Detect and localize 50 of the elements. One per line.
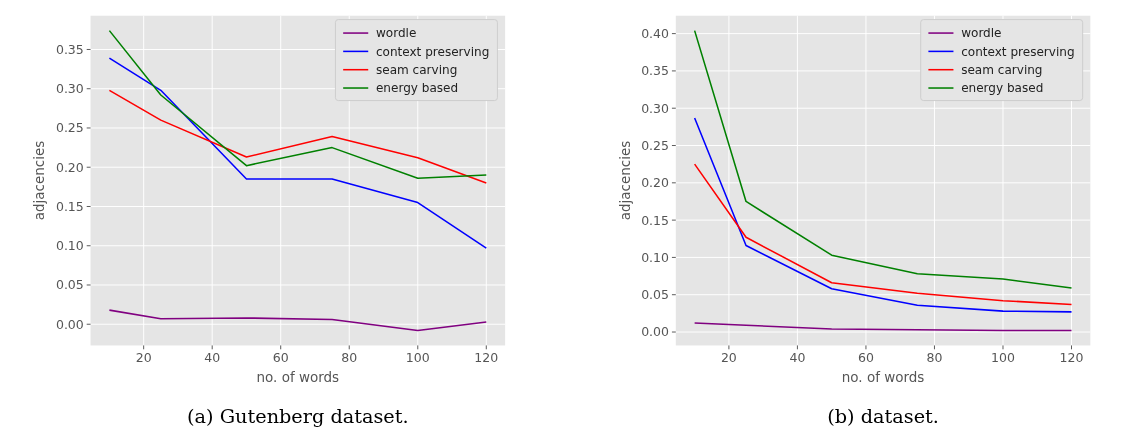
text: (a) Gutenberg dataset. [187,404,409,428]
x-tick-label: 120 [1059,349,1084,365]
legend-label: wordle [375,26,417,41]
legend-label: context preserving [375,44,490,59]
x-tick-label: 100 [405,349,430,365]
legend-label: energy based [375,81,459,96]
y-tick-label: 0.40 [641,26,670,41]
legend-label: context preserving [961,44,1075,59]
y-tick-label: 0.20 [641,175,670,191]
x-tick-label: 100 [991,349,1015,365]
y-tick-label: 0.10 [641,249,670,265]
x-tick-label: 80 [341,349,358,365]
legend-label: wordle [961,26,1002,41]
line-series [108,309,488,332]
x-tick-label: 80 [926,349,943,365]
y-axis-title: adjacencies [616,140,633,221]
y-tick-label: 0.30 [641,100,670,116]
y-tick-label: 0.00 [55,316,84,332]
y-tick-label: 0.10 [55,238,84,254]
x-tick-label: 120 [474,349,499,365]
x-tick-label: 60 [857,349,874,365]
x-tick-label: 20 [135,349,152,365]
y-tick-label: 0.05 [55,277,84,293]
line-series [108,29,488,179]
x-tick-label: 20 [720,349,737,365]
line-series [108,57,488,249]
y-tick-label: 0.35 [641,63,670,79]
legend-label: seam carving [375,62,458,77]
y-tick-label: 0.15 [55,198,84,214]
y-tick-label: 0.25 [55,120,84,136]
text: (b) dataset. [827,404,939,428]
x-tick-label: 60 [272,349,289,365]
x-tick-label: 40 [204,349,221,365]
legend-label: energy based [961,81,1044,96]
y-tick-label: 0.15 [641,212,670,228]
line-series [693,117,1073,313]
x-axis-title: no. of words [256,369,340,386]
y-tick-label: 0.20 [55,159,84,175]
legend-label: seam carving [961,62,1043,77]
line-series [693,163,1073,306]
y-tick-label: 0.25 [641,137,670,153]
y-tick-label: 0.30 [55,81,84,97]
x-axis-title: no. of words [841,369,925,386]
y-tick-label: 0.00 [641,324,670,340]
x-tick-label: 40 [789,349,806,365]
y-axis-title: adjacencies [31,140,48,221]
line-series [693,29,1073,289]
y-tick-label: 0.05 [641,287,670,303]
line-series [693,322,1073,332]
y-tick-label: 0.35 [55,41,84,57]
